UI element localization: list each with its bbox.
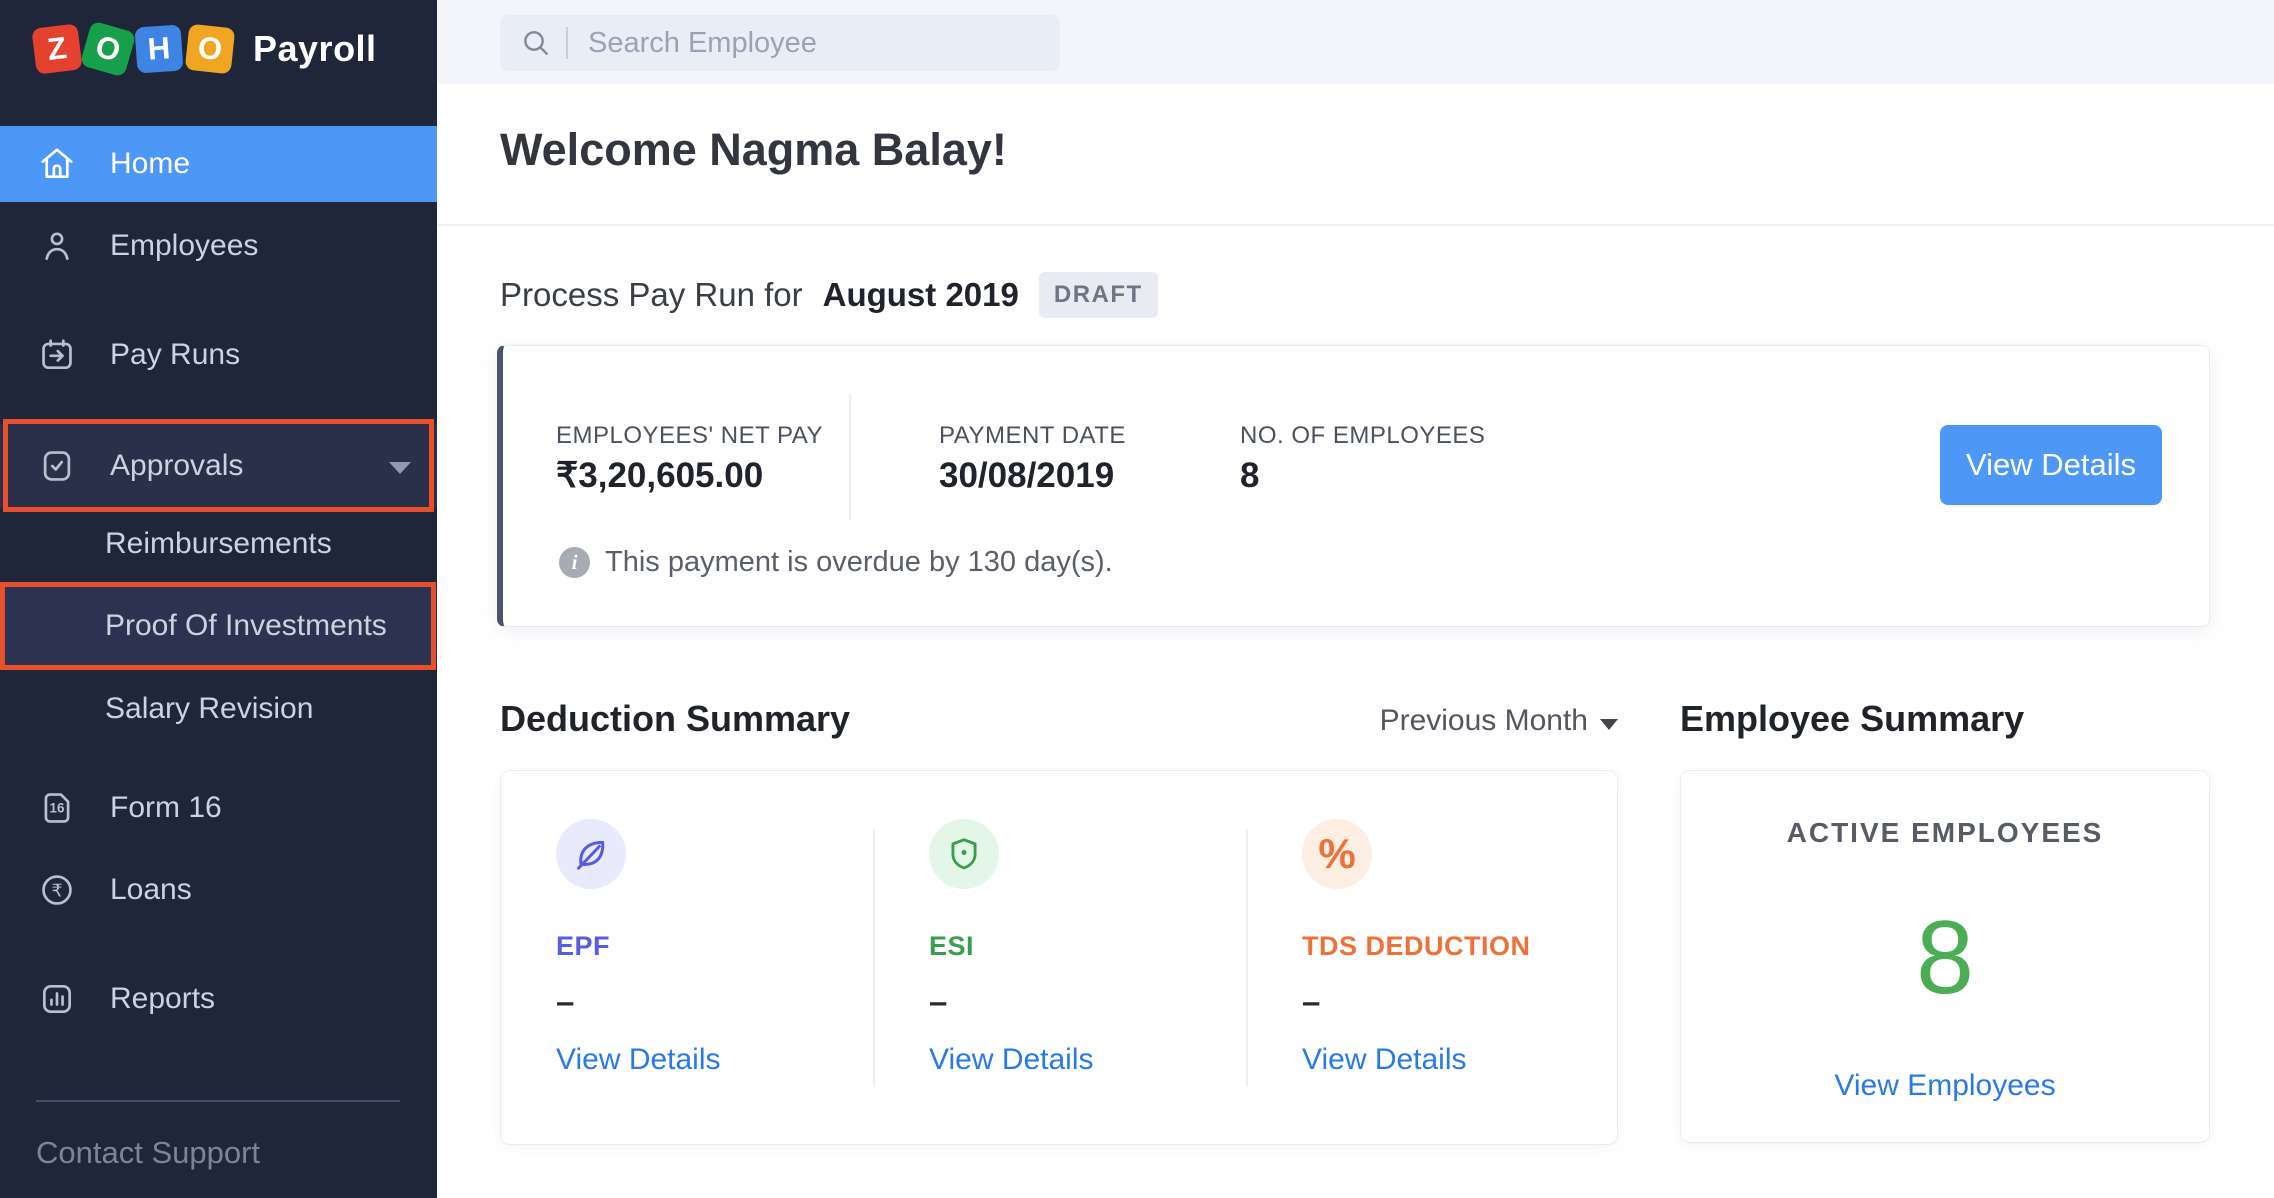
stat-divider [849, 394, 851, 520]
payruns-calendar-icon [36, 336, 78, 374]
active-employees-label: ACTIVE EMPLOYEES [1681, 817, 2209, 849]
sidebar: Z O H O Payroll Home Employees Pay Runs [0, 0, 437, 1198]
stat-value: 30/08/2019 [939, 456, 1114, 496]
overdue-note: i This payment is overdue by 130 day(s). [559, 546, 1113, 579]
payrun-card: EMPLOYEES' NET PAY ₹3,20,605.00 PAYMENT … [497, 345, 2210, 627]
search-icon [520, 27, 552, 59]
home-icon [36, 145, 78, 183]
sidebar-item-label: Pay Runs [110, 338, 240, 372]
search-box[interactable] [500, 15, 1060, 71]
people-icon [36, 227, 78, 265]
sidebar-item-loans[interactable]: ₹ Loans [0, 852, 437, 928]
deduction-summary-card: EPF – View Details ESI – View Details % … [500, 770, 1618, 1145]
zoho-logo-tiles: Z O H O [34, 26, 233, 72]
chevron-down-icon [389, 462, 411, 474]
stat-value: ₹3,20,605.00 [556, 456, 763, 496]
search-divider [566, 27, 568, 59]
tile-label: TDS DEDUCTION [1302, 931, 1531, 962]
sidebar-item-label: Home [110, 147, 190, 181]
contact-support-link[interactable]: Contact Support [36, 1128, 396, 1178]
sidebar-item-salary-revision[interactable]: Salary Revision [0, 671, 437, 747]
sidebar-item-label: Proof Of Investments [105, 609, 387, 643]
tile-value: – [556, 983, 574, 1021]
employee-summary-title: Employee Summary [1680, 698, 2024, 740]
stat-value: 8 [1240, 456, 1259, 496]
stat-label: NO. OF EMPLOYEES [1240, 422, 1485, 450]
active-employees-count: 8 [1681, 899, 2209, 1018]
view-details-link-esi[interactable]: View Details [929, 1043, 1094, 1077]
percent-glyph: % [1318, 830, 1355, 878]
view-employees-link[interactable]: View Employees [1834, 1069, 2055, 1102]
deduction-tile-tds: % TDS DEDUCTION – View Details [1302, 771, 1622, 1146]
sidebar-item-label: Loans [110, 873, 192, 907]
svg-text:₹: ₹ [51, 880, 62, 900]
zoho-payroll-dashboard: Z O H O Payroll Home Employees Pay Runs [0, 0, 2274, 1198]
overdue-text: This payment is overdue by 130 day(s). [605, 546, 1113, 579]
sidebar-item-form-16[interactable]: 16 Form 16 [0, 770, 437, 846]
sidebar-item-label: Approvals [110, 449, 243, 483]
sidebar-item-reports[interactable]: Reports [0, 961, 437, 1037]
sidebar-item-proof-of-investments[interactable]: Proof Of Investments [0, 586, 437, 666]
deduction-tile-epf: EPF – View Details [556, 771, 876, 1146]
info-icon: i [559, 547, 590, 578]
logo-letter-z: Z [31, 23, 82, 74]
sidebar-item-approvals[interactable]: Approvals [0, 424, 437, 508]
sidebar-item-label: Reimbursements [105, 527, 332, 561]
payrun-heading-prefix: Process Pay Run for [500, 276, 803, 314]
tile-label: ESI [929, 931, 974, 962]
sidebar-divider [36, 1100, 400, 1102]
form16-icon: 16 [36, 789, 78, 827]
tile-value: – [1302, 983, 1320, 1021]
sidebar-item-label: Form 16 [110, 791, 222, 825]
page-title: Welcome Nagma Balay! [500, 124, 1007, 176]
rupee-circle-icon: ₹ [36, 871, 78, 909]
period-selector-dropdown[interactable]: Previous Month [500, 704, 1618, 738]
main-content: Welcome Nagma Balay! Process Pay Run for… [437, 84, 2274, 1198]
stat-label: PAYMENT DATE [939, 422, 1126, 450]
leaf-icon [556, 819, 626, 889]
approvals-check-icon [36, 447, 78, 485]
sidebar-item-label: Reports [110, 982, 215, 1016]
brand-name: Payroll [253, 28, 377, 70]
status-badge: DRAFT [1039, 272, 1158, 318]
payrun-section-heading: Process Pay Run for August 2019 DRAFT [500, 272, 1158, 318]
period-selector-label: Previous Month [1380, 704, 1588, 737]
payrun-heading-period: August 2019 [823, 276, 1019, 314]
sidebar-item-label: Employees [110, 229, 258, 263]
stat-label: EMPLOYEES' NET PAY [556, 422, 823, 450]
tile-label: EPF [556, 931, 610, 962]
view-details-link-epf[interactable]: View Details [556, 1043, 721, 1077]
employee-summary-card: ACTIVE EMPLOYEES 8 View Employees [1680, 770, 2210, 1143]
logo-letter-o2: O [185, 24, 236, 75]
deduction-tile-esi: ESI – View Details [929, 771, 1249, 1146]
sidebar-item-pay-runs[interactable]: Pay Runs [0, 317, 437, 393]
logo-letter-o1: O [80, 21, 137, 78]
sidebar-item-employees[interactable]: Employees [0, 208, 437, 284]
logo-letter-h: H [134, 24, 183, 73]
shield-icon [929, 819, 999, 889]
sidebar-item-home[interactable]: Home [0, 126, 437, 202]
form16-glyph: 16 [50, 800, 65, 815]
sidebar-item-reimbursements[interactable]: Reimbursements [0, 506, 437, 582]
topbar [437, 0, 2274, 84]
view-details-link-tds[interactable]: View Details [1302, 1043, 1467, 1077]
zoho-payroll-logo[interactable]: Z O H O Payroll [34, 26, 377, 72]
search-input[interactable] [586, 26, 1040, 61]
bar-chart-icon [36, 980, 78, 1018]
sidebar-item-label: Salary Revision [105, 692, 313, 726]
tile-value: – [929, 983, 947, 1021]
header-divider [437, 224, 2274, 226]
view-details-button[interactable]: View Details [1940, 425, 2162, 505]
chevron-down-icon [1600, 719, 1618, 730]
percent-icon: % [1302, 819, 1372, 889]
contact-support-label: Contact Support [36, 1135, 260, 1171]
